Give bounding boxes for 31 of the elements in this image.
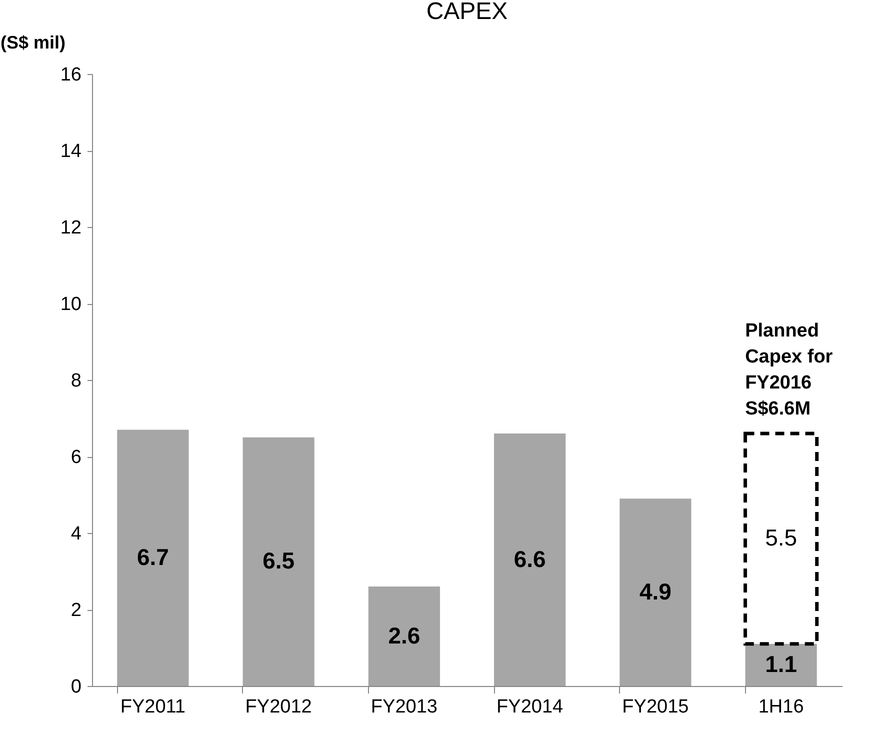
data-label: 5.5 — [765, 524, 798, 551]
x-tick-label: 1H16 — [758, 696, 804, 718]
data-label: 6.5 — [262, 548, 295, 574]
x-tick-label: FY2012 — [245, 696, 312, 718]
bar — [242, 437, 314, 686]
data-label: 6.6 — [514, 546, 546, 572]
bar — [494, 434, 566, 686]
y-tick-label: 8 — [70, 370, 82, 392]
y-tick-label: 16 — [60, 64, 82, 86]
x-tick-label: FY2013 — [370, 696, 438, 718]
x-tick-label: FY2014 — [496, 696, 564, 718]
x-tick-label: FY2015 — [622, 696, 689, 718]
y-tick-label: 10 — [60, 294, 82, 315]
bar — [745, 644, 817, 686]
y-axis-title: (S$ mil) — [0, 32, 66, 52]
bar — [117, 430, 189, 686]
y-tick-label: 4 — [70, 524, 82, 544]
x-tick-label: FY2011 — [120, 696, 186, 718]
y-tick-label: 6 — [70, 447, 82, 468]
bar — [368, 586, 440, 686]
data-label: 1.1 — [765, 650, 798, 677]
annotation: Planned Capex for FY2016 S$6.6M — [745, 320, 834, 420]
bar — [620, 498, 692, 686]
y-tick-label: 14 — [60, 141, 82, 162]
y-tick-label: 12 — [60, 218, 82, 238]
data-label: 2.6 — [388, 622, 420, 648]
y-tick-label: 2 — [70, 600, 82, 621]
data-label: 6.7 — [136, 544, 169, 570]
chart-title: CAPEX — [426, 0, 508, 25]
data-label: 4.9 — [639, 578, 672, 604]
y-tick-label: 0 — [70, 676, 82, 698]
